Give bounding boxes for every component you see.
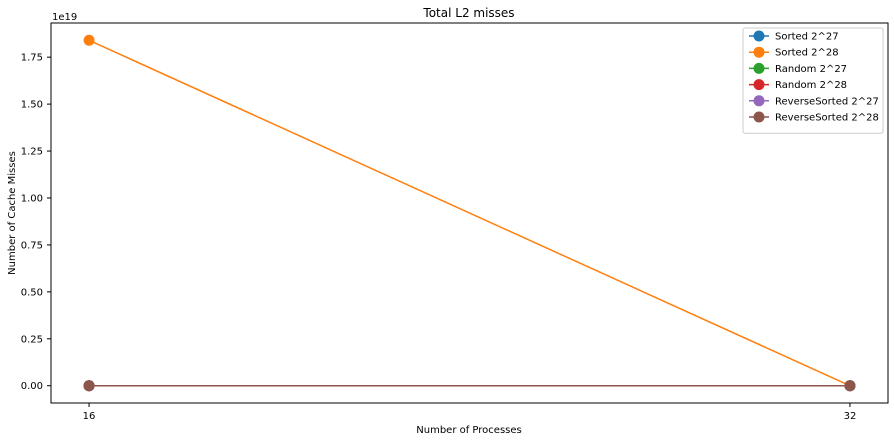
- legend-swatch-marker: [753, 30, 765, 42]
- chart-title: Total L2 misses: [422, 6, 514, 20]
- legend-label: Sorted 2^27: [775, 32, 839, 43]
- data-point: [83, 34, 95, 46]
- y-tick-label: 1.25: [21, 147, 43, 158]
- x-tick-label: 16: [83, 411, 96, 422]
- y-tick-label: 0.00: [21, 381, 43, 392]
- legend-label: Random 2^28: [775, 80, 847, 91]
- y-tick-label: 1.75: [21, 53, 43, 64]
- plot-area: 16 32 0.00 0.25 0.50 0.75 1.00 1.25 1.50 1.75: [21, 22, 889, 422]
- legend-label: Random 2^27: [775, 64, 847, 75]
- series-line: [88, 39, 851, 387]
- y-tick-label: 0.75: [21, 240, 43, 251]
- legend-swatch-marker: [753, 111, 765, 123]
- legend-label: Sorted 2^28: [775, 48, 839, 59]
- data-point: [83, 380, 95, 392]
- plot-frame: [50, 22, 889, 404]
- y-tick-label: 1.50: [21, 100, 43, 111]
- x-axis-label: Number of Processes: [416, 425, 521, 436]
- y-axis-label: Number of Cache Misses: [7, 151, 18, 275]
- legend-label: ReverseSorted 2^28: [775, 113, 879, 124]
- legend: Sorted 2^27 Sorted 2^28 Random 2^27 Random …: [742, 27, 884, 134]
- y-tick-label: 0.25: [21, 334, 43, 345]
- data-point: [844, 380, 856, 392]
- x-tick-label: 32: [844, 411, 857, 422]
- legend-box: [742, 27, 884, 134]
- legend-label: ReverseSorted 2^27: [775, 96, 879, 107]
- legend-swatch-marker: [753, 95, 765, 107]
- legend-swatch-marker: [753, 79, 765, 91]
- legend-swatch-marker: [753, 62, 765, 74]
- legend-swatch-marker: [753, 46, 765, 58]
- y-axis-offset-label: 1e19: [52, 12, 77, 23]
- y-tick-label: 0.50: [21, 287, 43, 298]
- y-tick-label: 1.00: [21, 193, 43, 204]
